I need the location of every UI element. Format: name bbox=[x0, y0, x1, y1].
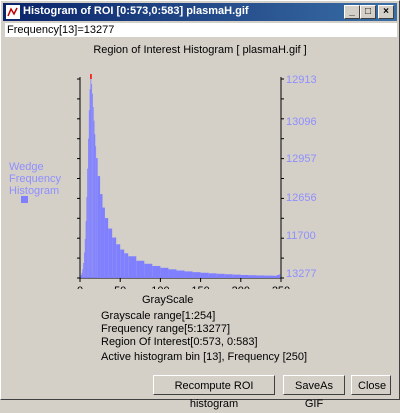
roi-text: Region Of Interest[0:573, 0:583] bbox=[101, 336, 258, 348]
histogram-bar bbox=[88, 110, 90, 278]
close-button[interactable]: Close bbox=[351, 375, 391, 395]
close-window-button[interactable]: × bbox=[378, 5, 394, 19]
histogram-bar bbox=[176, 270, 185, 278]
plot-title: Region of Interest Histogram [ plasmaH.g… bbox=[93, 44, 307, 56]
histogram-bar bbox=[208, 273, 217, 278]
x-tick-label: 200 bbox=[232, 285, 250, 289]
title-bar[interactable]: Histogram of ROI [0:573,0:583] plasmaH.g… bbox=[3, 3, 397, 21]
wedge-label-line-1: Wedge bbox=[9, 161, 44, 173]
x-tick-label: 100 bbox=[151, 285, 169, 289]
histogram-bar bbox=[128, 256, 137, 278]
histogram-bar bbox=[279, 274, 281, 278]
histogram-bar bbox=[86, 197, 88, 278]
histogram-bar bbox=[92, 107, 94, 278]
histogram-bar bbox=[200, 272, 209, 278]
histogram-bar bbox=[240, 275, 249, 278]
histogram-bar bbox=[112, 237, 117, 278]
histogram-bar bbox=[248, 275, 257, 278]
histogram-bar bbox=[104, 218, 109, 278]
histogram-panel: Region of Interest Histogram [ plasmaH.g… bbox=[3, 39, 397, 369]
x-tick-label: 50 bbox=[114, 285, 126, 289]
histogram-bar bbox=[272, 275, 277, 278]
close-icon: × bbox=[383, 6, 389, 17]
histogram-bar bbox=[89, 89, 91, 279]
histogram-bar bbox=[82, 269, 84, 278]
histogram-bar bbox=[84, 239, 86, 278]
histogram-bar bbox=[87, 168, 89, 278]
right-label-1: 13096 bbox=[286, 116, 317, 128]
histogram-bar bbox=[144, 263, 153, 278]
frequency-readout: Frequency[13]=13277 bbox=[5, 23, 397, 37]
histogram-bar bbox=[90, 79, 92, 278]
x-tick-label: 0 bbox=[77, 285, 83, 289]
app-icon bbox=[6, 5, 20, 19]
right-label-0: 12913 bbox=[286, 74, 317, 86]
recompute-roi-histogram-button[interactable]: Recompute ROI histogram bbox=[153, 375, 275, 410]
right-label-5: 13277 bbox=[286, 268, 317, 280]
histogram-bar bbox=[192, 272, 201, 278]
right-label-3: 12656 bbox=[286, 192, 317, 204]
histogram-bar bbox=[124, 253, 129, 278]
histogram-bar bbox=[100, 194, 103, 278]
histogram-bar bbox=[88, 138, 89, 278]
histogram-bar bbox=[91, 83, 93, 279]
histogram-bar bbox=[84, 252, 85, 278]
frequency-range-text: Frequency range[5:13277] bbox=[101, 323, 231, 335]
histogram-bar bbox=[95, 146, 97, 278]
grayscale-range-text: Grayscale range[1:254] bbox=[101, 310, 216, 322]
active-bin-text: Active histogram bin [13], Frequency [25… bbox=[101, 351, 308, 363]
histogram-bar bbox=[94, 134, 96, 278]
maximize-icon: □ bbox=[364, 6, 372, 17]
histogram-bar bbox=[80, 275, 82, 278]
histogram-bar bbox=[256, 275, 265, 278]
wedge-label-line-2: Frequency bbox=[9, 173, 61, 185]
histogram-bar bbox=[184, 271, 193, 278]
histogram-bar bbox=[96, 158, 98, 278]
histogram-chart[interactable]: 0 50 100 150 200 250 bbox=[3, 39, 397, 289]
maximize-button[interactable]: □ bbox=[360, 5, 376, 19]
minimize-icon: _ bbox=[349, 6, 355, 17]
histogram-bar bbox=[108, 228, 113, 278]
histogram-bar bbox=[85, 221, 87, 278]
histogram-bar bbox=[83, 263, 85, 278]
right-label-4: 11700 bbox=[286, 230, 316, 242]
histogram-bar bbox=[152, 266, 161, 278]
window-title: Histogram of ROI [0:573,0:583] plasmaH.g… bbox=[23, 5, 249, 17]
histogram-bar bbox=[102, 207, 105, 278]
histogram-bar bbox=[276, 275, 280, 278]
histogram-bar bbox=[160, 267, 169, 278]
minimize-button[interactable]: _ bbox=[344, 5, 360, 19]
histogram-bar bbox=[216, 273, 225, 278]
histogram-bar bbox=[93, 120, 95, 279]
histogram-bar bbox=[97, 176, 101, 278]
wedge-color-swatch bbox=[21, 196, 28, 203]
histogram-bar bbox=[264, 275, 273, 278]
x-axis-label: GrayScale bbox=[142, 294, 194, 306]
histogram-bar bbox=[92, 93, 93, 278]
wedge-label-line-3: Histogram bbox=[9, 185, 60, 197]
histogram-bar bbox=[136, 260, 145, 278]
histogram-bar bbox=[224, 274, 233, 278]
histogram-bar bbox=[120, 249, 125, 278]
histogram-bar bbox=[232, 274, 241, 278]
histogram-bar bbox=[116, 244, 121, 278]
histogram-bar bbox=[168, 269, 177, 278]
saveas-gif-button[interactable]: SaveAs GIF bbox=[283, 375, 345, 410]
right-label-2: 12957 bbox=[286, 153, 317, 165]
x-tick-label: 250 bbox=[272, 285, 290, 289]
histogram-bar bbox=[81, 272, 83, 278]
x-tick-label: 150 bbox=[191, 285, 209, 289]
